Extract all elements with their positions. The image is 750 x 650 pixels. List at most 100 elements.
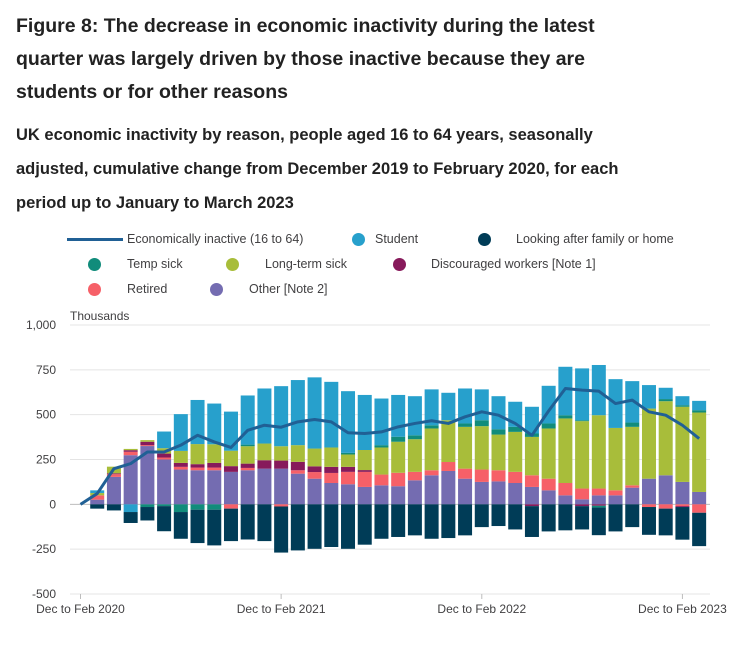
bar-segment [407,471,422,481]
bar-segment [173,462,188,467]
bar-segment [240,467,255,471]
bar-segment [524,504,539,507]
bar-segment [558,366,573,416]
bar-segment [106,474,121,477]
bar-segment [324,472,339,483]
legend-line-swatch [67,238,123,241]
bar-segment [207,470,222,505]
x-tick-label: Dec to Feb 2021 [237,602,326,616]
bar-segment [391,472,406,487]
bar-segment [692,491,707,505]
bar-segment [223,504,238,509]
legend-swatch-retired [88,283,101,296]
bar-segment [123,504,138,513]
bar-segment [541,504,556,532]
bar-segment [240,444,255,447]
bar-segment [508,431,523,472]
bar-segment [625,426,640,486]
bar-segment [575,421,590,489]
bar-segment [474,420,489,427]
bar-segment [274,460,289,469]
bar-segment [441,420,456,463]
bar-segment [391,394,406,437]
bar-segment [591,488,606,496]
legend-label-discouraged: Discouraged workers [Note 1] [431,257,596,271]
bar-segment [641,507,656,535]
bar-segment [407,480,422,505]
legend-label-student: Student [375,232,419,246]
bar-segment [307,377,322,449]
bar-segment [207,467,222,471]
bar-segment [90,499,105,505]
bar-segment [675,396,690,406]
bar-segment [223,450,238,467]
bar-segment [591,504,606,506]
bar-segment [157,457,172,460]
bar-segment [223,466,238,472]
bar-segment [157,431,172,449]
bar-segment [90,495,105,500]
bar-segment [424,389,439,426]
bar-segment [123,450,138,452]
bar-segment [424,475,439,505]
bar-segment [658,399,673,402]
bar-segment [641,385,656,409]
bar-segment [207,462,222,468]
bar-segment [374,447,389,475]
bar-segment [491,470,506,482]
x-tick-label: Dec to Feb 2022 [437,602,526,616]
bar-segment [575,499,590,505]
bar-segment [274,504,289,507]
bar-segment [140,446,155,505]
bar-segment [692,410,707,413]
bar-segment [407,396,422,436]
bar-segment [223,411,238,451]
bar-segment [441,392,456,421]
bar-segment [541,428,556,479]
bar-segment [508,504,523,530]
bar-segment [307,466,322,473]
bar-segment [491,429,506,435]
bar-segment [274,468,289,505]
bar-segment [575,506,590,530]
bar-segment [324,447,339,467]
bar-segment [290,445,305,462]
bar-segment [575,368,590,421]
bar-segment [625,485,640,488]
bar-segment [474,469,489,482]
legend-swatch-long-term-sick [226,258,239,271]
bar-segment [140,445,155,447]
bar-segment [692,412,707,492]
bar-segment [641,504,656,508]
bar-segment [508,471,523,483]
legend-label-family: Looking after family or home [516,232,674,246]
bar-segment [157,506,172,532]
bar-segment [391,486,406,505]
bar-segment [190,399,205,445]
bar-segment [424,504,439,539]
bar-segment [591,495,606,505]
figure-subtitle: UK economic inactivity by reason, people… [16,126,619,212]
legend-label-temp-sick: Temp sick [127,257,183,271]
y-tick-label: 0 [49,497,56,511]
bar-segment [290,380,305,446]
bar-segment [190,444,205,465]
legend-label-other: Other [Note 2] [249,282,328,296]
bar-segment [641,478,656,505]
bar-segment [575,504,590,507]
bar-segment [257,388,272,444]
y-axis-unit-label: Thousands [70,309,129,323]
y-tick-label: 750 [36,363,56,377]
bar-segment [106,504,121,511]
bar-segment [341,484,356,505]
bar-segment [240,463,255,468]
bar-segment [123,455,138,505]
bar-segment [274,506,289,553]
bar-segment [341,452,356,455]
bar-segment [458,468,473,479]
bar-segment [357,449,372,471]
legend-label-long-term-sick: Long-term sick [265,257,347,271]
bar-segment [173,504,188,513]
bar-segment [524,406,539,434]
